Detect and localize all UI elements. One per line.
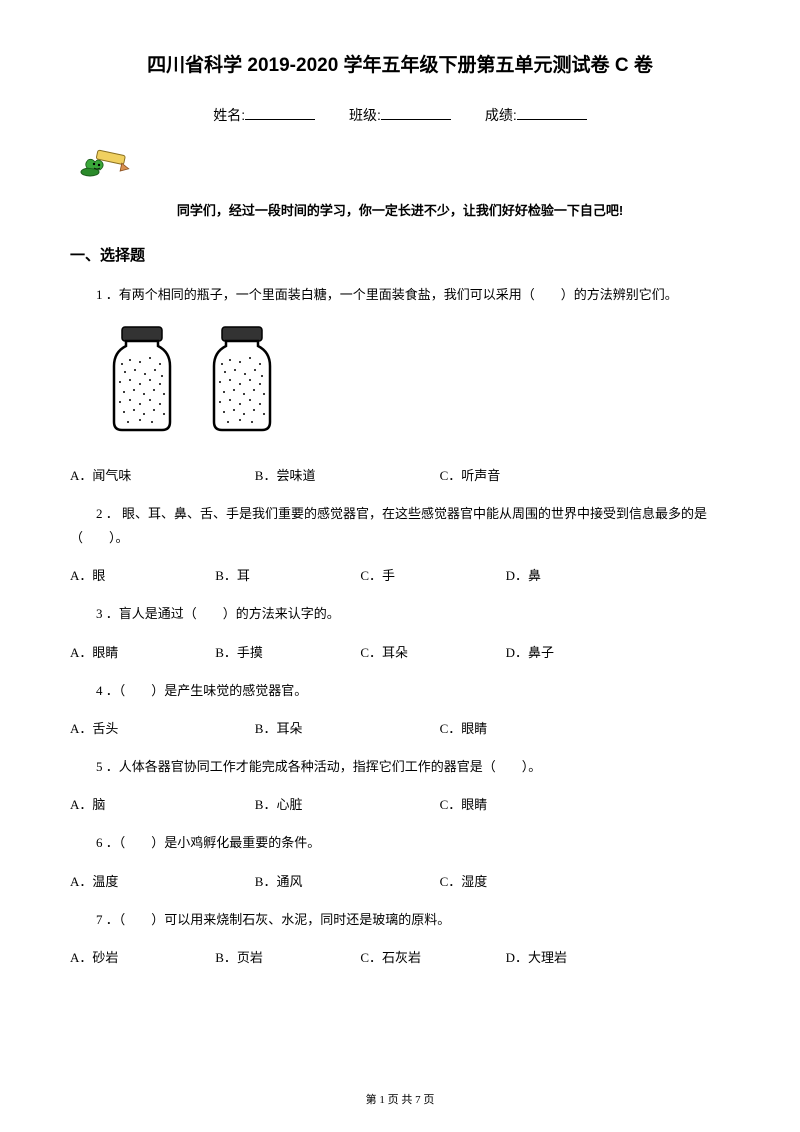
section-title: 一、选择题 [70,244,730,265]
q3-option-b: B．手摸 [215,642,360,661]
pencil-icon [80,140,730,185]
q7-option-b: B．页岩 [215,947,360,966]
question-4: 4 ．（ ）是产生味觉的感觉器官。 [70,679,730,702]
page-title: 四川省科学 2019-2020 学年五年级下册第五单元测试卷 C 卷 [70,50,730,77]
question-1-options: A．闻气味 B．尝味道 C．听声音 [70,465,730,484]
q3-option-c: C．耳朵 [360,642,505,661]
bottles-image [100,322,730,447]
q6-option-c: C．湿度 [440,871,625,890]
q1-option-c: C．听声音 [440,465,625,484]
question-2: 2 ． 眼、耳、鼻、舌、手是我们重要的感觉器官，在这些感觉器官中能从周围的世界中… [70,502,730,549]
q6-option-b: B．通风 [255,871,440,890]
score-label: 成绩: [485,107,517,123]
q4-option-c: C．眼睛 [440,718,625,737]
question-1: 1 ．有两个相同的瓶子，一个里面装白糖，一个里面装食盐，我们可以采用（ ）的方法… [70,283,730,306]
q4-option-a: A．舌头 [70,718,255,737]
q7-option-c: C．石灰岩 [360,947,505,966]
name-label: 姓名: [213,107,245,123]
q3-option-d: D．鼻子 [506,642,651,661]
student-info-row: 姓名: 班级: 成绩: [70,105,730,125]
q4-option-b: B．耳朵 [255,718,440,737]
q7-option-a: A．砂岩 [70,947,215,966]
q5-option-c: C．眼睛 [440,794,625,813]
class-label: 班级: [349,107,381,123]
q2-option-c: C．手 [360,565,505,584]
question-4-options: A．舌头 B．耳朵 C．眼睛 [70,718,730,737]
q1-option-a: A．闻气味 [70,465,255,484]
question-6: 6 ．（ ）是小鸡孵化最重要的条件。 [70,831,730,854]
q7-option-d: D．大理岩 [506,947,651,966]
class-blank [381,119,451,120]
name-blank [245,119,315,120]
question-7: 7 ．（ ）可以用来烧制石灰、水泥，同时还是玻璃的原料。 [70,908,730,931]
question-6-options: A．温度 B．通风 C．湿度 [70,871,730,890]
question-3-options: A．眼睛 B．手摸 C．耳朵 D．鼻子 [70,642,730,661]
question-2-options: A．眼 B．耳 C．手 D．鼻 [70,565,730,584]
q2-option-a: A．眼 [70,565,215,584]
page-footer: 第 1 页 共 7 页 [0,1091,800,1107]
q2-option-d: D．鼻 [506,565,651,584]
score-blank [517,119,587,120]
q3-option-a: A．眼睛 [70,642,215,661]
q5-option-a: A．脑 [70,794,255,813]
question-3: 3 ．盲人是通过（ ）的方法来认字的。 [70,602,730,625]
question-7-options: A．砂岩 B．页岩 C．石灰岩 D．大理岩 [70,947,730,966]
q2-option-b: B．耳 [215,565,360,584]
q6-option-a: A．温度 [70,871,255,890]
q1-option-b: B．尝味道 [255,465,440,484]
encourage-text: 同学们，经过一段时间的学习，你一定长进不少，让我们好好检验一下自己吧! [70,200,730,219]
question-5: 5 ．人体各器官协同工作才能完成各种活动，指挥它们工作的器官是（ ）。 [70,755,730,778]
q5-option-b: B．心脏 [255,794,440,813]
question-5-options: A．脑 B．心脏 C．眼睛 [70,794,730,813]
